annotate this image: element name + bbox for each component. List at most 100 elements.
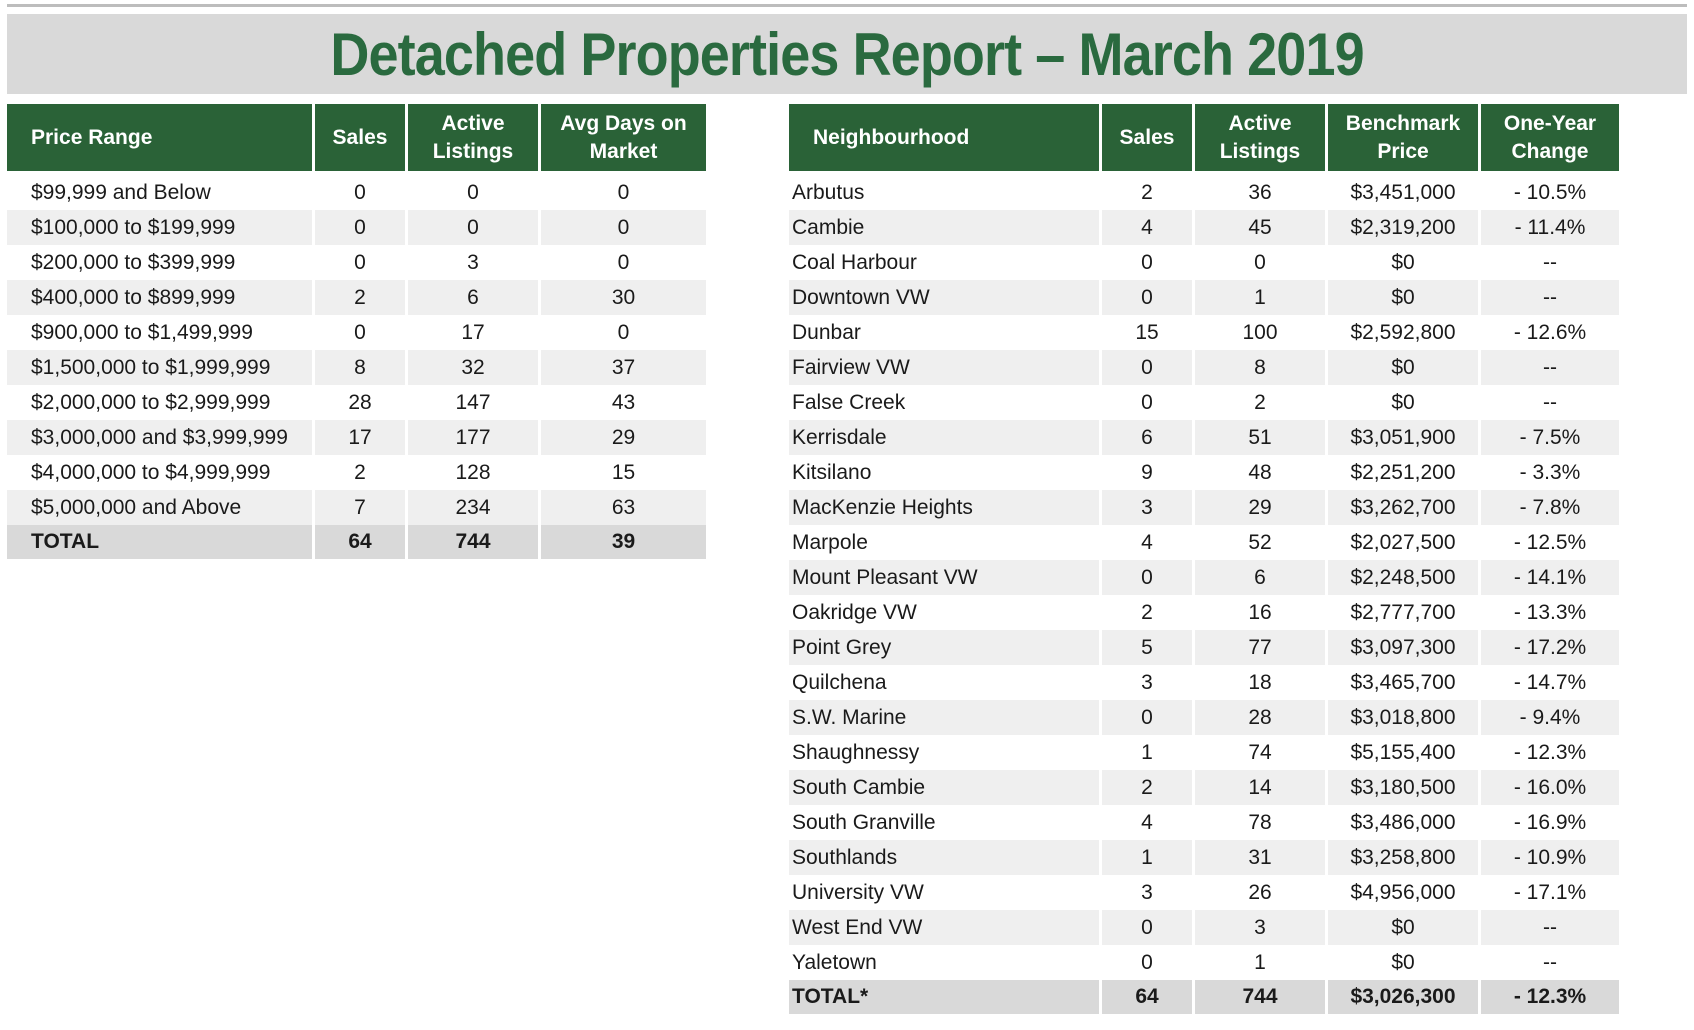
price-total-avg-days: 39 [541,525,706,559]
one-year-change-cell: - 7.8% [1481,490,1619,525]
active-listings-cell: 128 [408,455,538,490]
neighbourhood-cell: Yaletown [789,945,1099,980]
table-row: Oakridge VW 2 16 $2,777,700- 13.3% [789,595,1619,630]
sales-cell: 0 [1102,350,1192,385]
table-row: $200,000 to $399,999 0 3 0 [7,245,706,280]
table-row: S.W. Marine 0 28 $3,018,800- 9.4% [789,700,1619,735]
table-row: Marpole 4 52 $2,027,500- 12.5% [789,525,1619,560]
active-listings-cell: 77 [1195,630,1325,665]
benchmark-price-cell: $4,956,000 [1328,875,1478,910]
page-title: Detached Properties Report – March 2019 [330,20,1364,88]
benchmark-price-cell: $3,258,800 [1328,840,1478,875]
active-listings-cell: 74 [1195,735,1325,770]
neighbourhood-cell: Dunbar [789,315,1099,350]
table-row: False Creek 0 2 $0 -- [789,385,1619,420]
active-listings-cell: 18 [1195,665,1325,700]
nbhd-total-sales: 64 [1102,980,1192,1014]
table-row: $900,000 to $1,499,999 0 17 0 [7,315,706,350]
neighbourhood-cell: S.W. Marine [789,700,1099,735]
sales-cell: 28 [315,385,405,420]
benchmark-price-cell: $3,486,000 [1328,805,1478,840]
price-range-cell: $4,000,000 to $4,999,999 [7,455,312,490]
benchmark-price-cell: $0 [1328,910,1478,945]
active-listings-cell: 234 [408,490,538,525]
benchmark-price-cell: $2,251,200 [1328,455,1478,490]
one-year-change-cell: -- [1481,280,1619,315]
sales-cell: 1 [1102,840,1192,875]
nbhd-total-benchmark-price: $3,026,300 [1328,980,1478,1014]
neighbourhood-cell: Kitsilano [789,455,1099,490]
active-listings-cell: 14 [1195,770,1325,805]
active-listings-cell: 45 [1195,210,1325,245]
benchmark-price-cell: $0 [1328,350,1478,385]
neighbourhood-cell: Arbutus [789,175,1099,210]
benchmark-price-cell: $3,451,000 [1328,175,1478,210]
one-year-change-cell: - 14.7% [1481,665,1619,700]
avg-days-cell: 0 [541,210,706,245]
active-listings-cell: 52 [1195,525,1325,560]
benchmark-price-cell: $3,262,700 [1328,490,1478,525]
active-listings-cell: 6 [1195,560,1325,595]
benchmark-price-cell: $3,051,900 [1328,420,1478,455]
neighbourhood-cell: Oakridge VW [789,595,1099,630]
active-listings-cell: 29 [1195,490,1325,525]
price-range-cell: $3,000,000 and $3,999,999 [7,420,312,455]
table-row: $100,000 to $199,999 0 0 0 [7,210,706,245]
avg-days-cell: 15 [541,455,706,490]
one-year-change-cell: - 7.5% [1481,420,1619,455]
price-range-cell: $400,000 to $899,999 [7,280,312,315]
active-listings-cell: 31 [1195,840,1325,875]
benchmark-price-cell: $3,180,500 [1328,770,1478,805]
one-year-change-cell: - 11.4% [1481,210,1619,245]
nbhd-header-benchmark-price: Benchmark Price [1328,104,1478,175]
neighbourhood-cell: Quilchena [789,665,1099,700]
nbhd-total-label: TOTAL* [789,980,1099,1014]
neighbourhood-cell: Mount Pleasant VW [789,560,1099,595]
benchmark-price-cell: $3,018,800 [1328,700,1478,735]
sales-cell: 5 [1102,630,1192,665]
sales-cell: 2 [315,455,405,490]
sales-cell: 2 [1102,770,1192,805]
neighbourhood-table: Neighbourhood Sales Active Listings Benc… [786,104,1622,1014]
sales-cell: 1 [1102,735,1192,770]
table-row: Kitsilano 9 48 $2,251,200- 3.3% [789,455,1619,490]
sales-cell: 0 [315,245,405,280]
benchmark-price-cell: $2,319,200 [1328,210,1478,245]
one-year-change-cell: - 10.5% [1481,175,1619,210]
price-total-active-listings: 744 [408,525,538,559]
price-range-cell: $2,000,000 to $2,999,999 [7,385,312,420]
one-year-change-cell: - 13.3% [1481,595,1619,630]
active-listings-cell: 8 [1195,350,1325,385]
nbhd-total-row: TOTAL* 64 744 $3,026,300 - 12.3% [789,980,1619,1014]
neighbourhood-cell: Shaughnessy [789,735,1099,770]
one-year-change-cell: - 16.0% [1481,770,1619,805]
sales-cell: 4 [1102,805,1192,840]
benchmark-price-cell: $2,248,500 [1328,560,1478,595]
table-row: Shaughnessy 1 74 $5,155,400- 12.3% [789,735,1619,770]
avg-days-cell: 29 [541,420,706,455]
price-header-active-listings: Active Listings [408,104,538,175]
benchmark-price-cell: $0 [1328,945,1478,980]
sales-cell: 2 [315,280,405,315]
active-listings-cell: 16 [1195,595,1325,630]
sales-cell: 2 [1102,595,1192,630]
active-listings-cell: 2 [1195,385,1325,420]
one-year-change-cell: - 12.5% [1481,525,1619,560]
one-year-change-cell: -- [1481,385,1619,420]
avg-days-cell: 30 [541,280,706,315]
table-row: MacKenzie Heights 3 29 $3,262,700- 7.8% [789,490,1619,525]
one-year-change-cell: -- [1481,350,1619,385]
price-range-cell: $99,999 and Below [7,175,312,210]
sales-cell: 3 [1102,665,1192,700]
table-row: $99,999 and Below 0 0 0 [7,175,706,210]
price-range-cell: $100,000 to $199,999 [7,210,312,245]
table-row: Fairview VW 0 8 $0 -- [789,350,1619,385]
one-year-change-cell: - 17.1% [1481,875,1619,910]
sales-cell: 0 [315,175,405,210]
table-row: Point Grey 5 77 $3,097,300- 17.2% [789,630,1619,665]
one-year-change-cell: - 14.1% [1481,560,1619,595]
table-row: $3,000,000 and $3,999,999 17 177 29 [7,420,706,455]
nbhd-header-sales: Sales [1102,104,1192,175]
sales-cell: 8 [315,350,405,385]
price-header-price-range: Price Range [7,104,312,175]
